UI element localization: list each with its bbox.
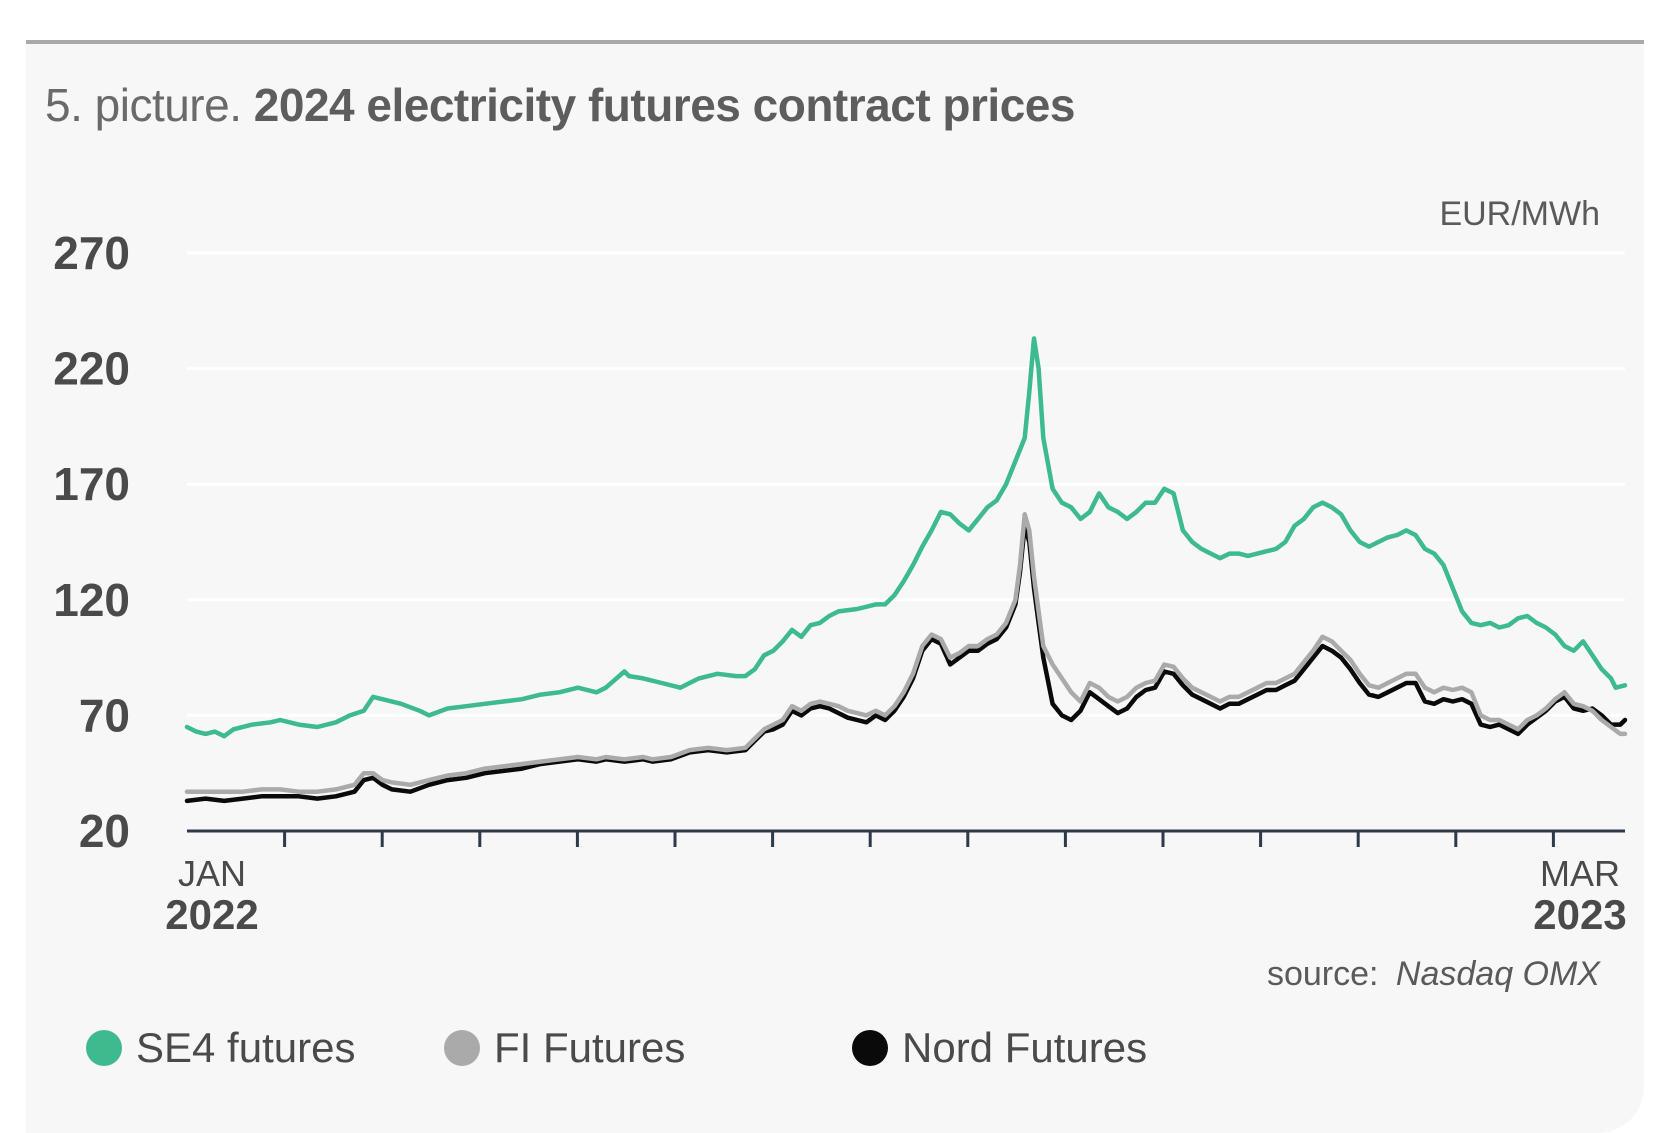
y-tick-label-270: 270: [53, 227, 130, 279]
source-text: source: Nasdaq OMX: [1267, 955, 1601, 993]
y-tick-label-220: 220: [53, 343, 130, 395]
grid-lines: [187, 251, 1625, 717]
y-tick-label-120: 120: [53, 574, 130, 626]
chart-card: [26, 40, 1644, 1133]
title-main: 2024 electricity futures contract prices: [253, 79, 1076, 131]
x-label-month-0: JAN: [178, 853, 246, 894]
legend-item-nord: Nord Futures: [852, 1024, 1147, 1072]
x-axis: [187, 829, 1625, 847]
legend-item-fi: FI Futures: [444, 1024, 685, 1072]
series-line-se4: [184, 336, 1628, 739]
legend-label-se4: SE4 futures: [136, 1024, 356, 1071]
series-line-fi: [184, 512, 1628, 794]
x-label-month-1: MAR: [1540, 853, 1620, 894]
legend-swatch-fi: [444, 1030, 480, 1066]
legend-label-nord: Nord Futures: [902, 1024, 1148, 1071]
legend-swatch-se4: [86, 1030, 122, 1066]
series-line-nord: [184, 523, 1628, 804]
y-tick-label-20: 20: [79, 805, 130, 857]
y-tick-label-70: 70: [79, 689, 130, 741]
chart-title: 5. picture. 2024 electricity futures con…: [45, 78, 1075, 132]
series-lines: [184, 336, 1628, 804]
unit-label: EUR/MWh: [1439, 195, 1600, 233]
x-label-year-1: 2023: [1533, 891, 1626, 938]
legend-item-se4: SE4 futures: [86, 1024, 355, 1072]
x-label-year-0: 2022: [165, 891, 258, 938]
source-name: Nasdaq OMX: [1396, 955, 1601, 993]
legend-swatch-nord: [852, 1030, 888, 1066]
y-tick-label-170: 170: [53, 458, 130, 510]
title-prefix: 5. picture.: [45, 79, 242, 131]
source-prefix: source:: [1267, 955, 1379, 993]
y-tick-labels: 20 70 120 170 220 270: [53, 227, 130, 857]
legend-label-fi: FI Futures: [494, 1024, 686, 1071]
